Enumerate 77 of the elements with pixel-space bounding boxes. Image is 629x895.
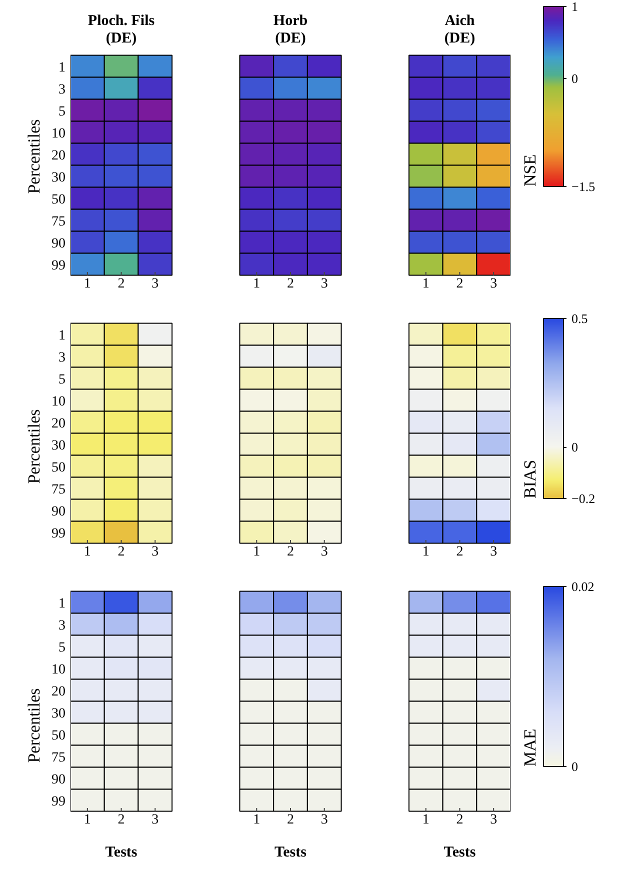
- x-axis-title: Tests: [105, 844, 138, 860]
- y-tick-label: 90: [52, 772, 66, 788]
- y-tick-label: 10: [52, 662, 66, 678]
- y-tick-label: 3: [58, 82, 66, 98]
- y-tick-label: 20: [52, 684, 66, 700]
- y-tick-label: 50: [52, 192, 66, 208]
- y-tick-label: 75: [52, 750, 66, 766]
- color-bar-title: NSE: [520, 154, 540, 186]
- y-tick-label: 3: [58, 618, 66, 634]
- color-bar-label: −0.2: [572, 491, 596, 506]
- y-axis-title: Percentiles: [24, 119, 44, 194]
- y-tick-label: 20: [52, 416, 66, 432]
- x-tick-label: 1: [84, 276, 91, 292]
- y-tick-label: 75: [52, 214, 66, 230]
- y-tick-label: 5: [58, 372, 66, 388]
- x-tick-label: 1: [253, 276, 260, 292]
- color-bar-title: MAE: [520, 728, 540, 766]
- x-tick-label: 1: [422, 276, 430, 292]
- y-tick-label: 30: [52, 438, 66, 454]
- text: Ploch. Fils (DE): [88, 12, 155, 46]
- x-tick-label: 2: [287, 544, 294, 560]
- x-tick-label: 3: [490, 544, 498, 560]
- text: Aich (DE): [444, 12, 476, 46]
- x-tick-label: 2: [456, 276, 464, 292]
- color-bar-label: 0: [572, 71, 578, 86]
- y-tick-label: 50: [52, 460, 66, 476]
- x-tick-label: 2: [456, 812, 464, 828]
- y-tick-label: 99: [52, 526, 66, 542]
- x-tick-label: 3: [490, 276, 498, 292]
- text: Horb (DE): [273, 12, 308, 46]
- color-bar-label: 0.5: [572, 311, 588, 326]
- x-tick-label: 2: [456, 544, 464, 560]
- y-tick-label: 90: [52, 504, 66, 520]
- x-tick-label: 1: [84, 544, 91, 560]
- y-tick-label: 20: [52, 148, 66, 164]
- y-tick-label: 90: [52, 236, 66, 252]
- x-tick-label: 2: [287, 812, 294, 828]
- y-tick-label: 1: [58, 60, 66, 76]
- x-tick-label: 1: [253, 544, 260, 560]
- y-tick-label: 99: [52, 794, 66, 810]
- color-bar-label: 0: [572, 440, 578, 455]
- color-bar-title: BIAS: [520, 460, 540, 498]
- y-tick-label: 1: [58, 328, 66, 344]
- y-tick-label: 75: [52, 482, 66, 498]
- y-tick-label: 99: [52, 258, 66, 274]
- y-tick-label: 5: [58, 640, 66, 656]
- color-bar-label: −1.5: [572, 179, 596, 194]
- x-tick-label: 3: [152, 276, 159, 292]
- x-tick-label: 3: [152, 812, 159, 828]
- y-tick-label: 50: [52, 728, 66, 744]
- x-tick-label: 2: [118, 544, 125, 560]
- x-tick-label: 1: [84, 812, 91, 828]
- y-axis-title: Percentiles: [24, 409, 44, 484]
- text: Tests: [444, 844, 476, 860]
- color-bar-label: 1: [572, 0, 578, 14]
- y-tick-label: 1: [58, 596, 66, 612]
- y-tick-label: 10: [52, 394, 66, 410]
- x-tick-label: 3: [320, 544, 328, 560]
- x-tick-label: 1: [422, 812, 430, 828]
- x-tick-label: 1: [422, 544, 430, 560]
- y-tick-label: 5: [58, 104, 66, 120]
- x-tick-label: 2: [118, 276, 125, 292]
- y-axis-title: Percentiles: [24, 688, 44, 763]
- x-tick-label: 3: [320, 812, 328, 828]
- x-tick-label: 3: [320, 276, 328, 292]
- text: Tests: [274, 844, 306, 860]
- x-tick-label: 2: [287, 276, 294, 292]
- x-tick-label: 3: [152, 544, 159, 560]
- color-bar-label: 0.02: [572, 579, 594, 594]
- y-tick-label: 10: [52, 126, 66, 142]
- x-tick-label: 1: [253, 812, 260, 828]
- y-tick-label: 30: [52, 706, 66, 722]
- y-tick-label: 3: [58, 350, 66, 366]
- x-tick-label: 2: [118, 812, 125, 828]
- y-tick-label: 30: [52, 170, 66, 186]
- color-bar-label: 0: [572, 759, 578, 774]
- x-tick-label: 3: [490, 812, 498, 828]
